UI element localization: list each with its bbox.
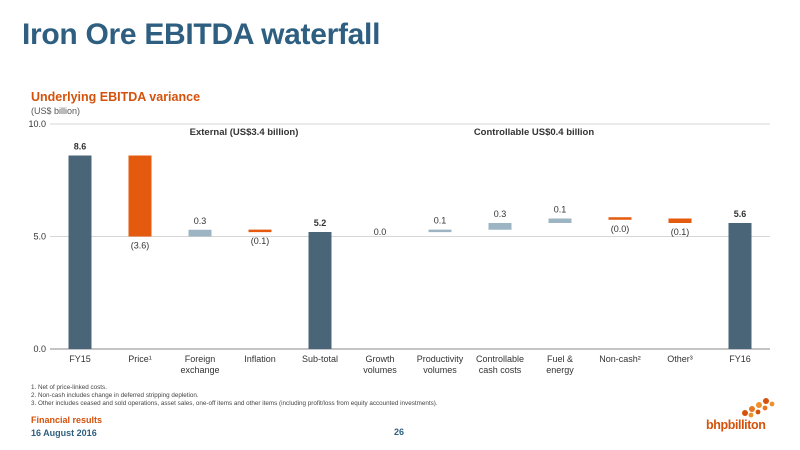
logo-mark-icon (742, 398, 775, 418)
waterfall-bar (188, 229, 212, 237)
x-category-label: Other³ (667, 354, 693, 364)
waterfall-chart: 0.0 5.0 10.0 External (US$3.4 billion) Contr… (28, 119, 770, 375)
x-category-label: Foreign exchange (180, 354, 219, 375)
page-number: 26 (394, 427, 405, 437)
bar-value-label: (0.1) (671, 227, 690, 237)
bar-value-label: 0.0 (374, 227, 387, 237)
bar-value-label: 0.1 (554, 205, 567, 215)
y-tick-label: 5.0 (33, 232, 46, 242)
waterfall-bar (728, 223, 752, 349)
bar-value-label: (0.0) (611, 224, 630, 234)
bar-value-label: 0.3 (494, 209, 507, 219)
bar-value-label: (3.6) (131, 241, 150, 251)
waterfall-bar (248, 229, 272, 233)
chart-unit: (US$ billion) (31, 106, 81, 116)
x-category-label: Price¹ (128, 354, 152, 364)
x-category-label: FY15 (69, 354, 91, 364)
waterfall-bar (68, 155, 92, 349)
footnote: 1. Net of price-linked costs. (31, 384, 107, 391)
bar-value-label: (0.1) (251, 236, 270, 246)
x-category-label: Inflation (244, 354, 276, 364)
x-category-label: Non-cash² (599, 354, 641, 364)
x-category-label: Controllable cash costs (476, 354, 524, 375)
x-category-label: Fuel & energy (546, 354, 574, 375)
waterfall-bar (488, 223, 512, 230)
bar-value-label: 0.1 (434, 216, 447, 226)
x-category-label: Sub-total (302, 354, 338, 364)
bar-value-label: 5.6 (734, 209, 747, 219)
footer-date: 16 August 2016 (31, 428, 97, 438)
page-title: Iron Ore EBITDA waterfall (22, 18, 381, 51)
waterfall-bar (668, 218, 692, 223)
footnote: 2. Non-cash includes change in deferred … (31, 392, 199, 400)
x-category-label: Growth volumes (363, 354, 397, 375)
waterfall-bar (308, 232, 332, 349)
waterfall-bar (608, 217, 632, 220)
y-tick-label: 10.0 (28, 119, 46, 129)
waterfall-bar (428, 229, 452, 233)
footnote: 3. Other includes ceased and sold operat… (31, 400, 438, 408)
footer-label: Financial results (31, 415, 103, 425)
waterfall-bar (548, 218, 572, 223)
bar-value-label: 5.2 (314, 218, 327, 228)
x-category-label: FY16 (729, 354, 751, 364)
bhp-logo: bhpbilliton (706, 396, 786, 436)
group-annotation: Controllable US$0.4 billion (474, 127, 595, 138)
y-tick-label: 0.0 (33, 344, 46, 354)
logo-text: bhpbilliton (706, 418, 766, 432)
waterfall-bar (128, 155, 152, 237)
group-annotation: External (US$3.4 billion) (190, 127, 299, 138)
chart-subtitle: Underlying EBITDA variance (31, 90, 201, 104)
bar-value-label: 8.6 (74, 142, 87, 152)
bar-value-label: 0.3 (194, 216, 207, 226)
x-category-label: Productivity volumes (417, 354, 464, 375)
footnotes: 1. Net of price-linked costs. 2. Non-cas… (31, 384, 438, 409)
